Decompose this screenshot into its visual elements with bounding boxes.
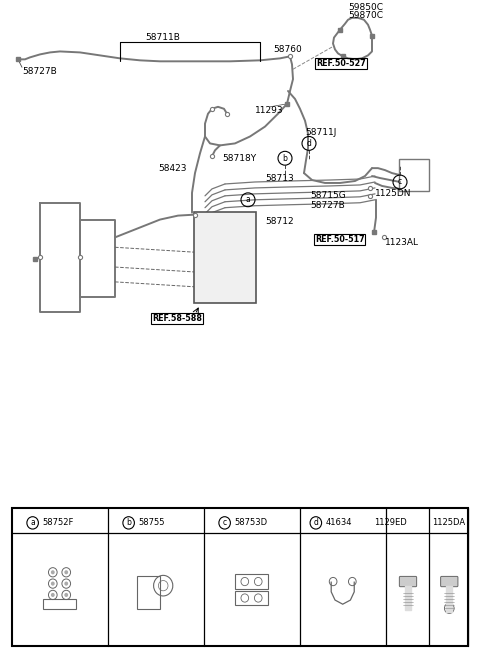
Text: 1123AL: 1123AL xyxy=(385,238,419,247)
Text: 58711J: 58711J xyxy=(305,128,336,137)
Text: REF.50-517: REF.50-517 xyxy=(315,235,365,244)
Text: 1125DN: 1125DN xyxy=(375,189,411,198)
Text: b: b xyxy=(283,154,288,162)
Text: 41634: 41634 xyxy=(325,518,352,527)
Text: REF.50-527: REF.50-527 xyxy=(316,59,366,68)
Text: 58711B: 58711B xyxy=(145,33,180,42)
Text: 1125DA: 1125DA xyxy=(432,518,465,527)
Circle shape xyxy=(51,582,55,586)
Circle shape xyxy=(51,593,55,597)
Text: d: d xyxy=(307,139,312,148)
Text: 58713: 58713 xyxy=(265,174,294,183)
Text: 58718Y: 58718Y xyxy=(222,154,256,162)
Text: 58715G: 58715G xyxy=(310,191,346,200)
Text: 1129ED: 1129ED xyxy=(374,518,407,527)
Text: 11293: 11293 xyxy=(255,106,284,115)
Text: 58752F: 58752F xyxy=(42,518,73,527)
FancyBboxPatch shape xyxy=(194,212,256,303)
Circle shape xyxy=(51,571,55,574)
Text: 58712: 58712 xyxy=(265,217,294,226)
Text: c: c xyxy=(223,518,227,527)
Text: b: b xyxy=(126,518,131,527)
Circle shape xyxy=(64,582,68,586)
Text: REF.58-588: REF.58-588 xyxy=(152,314,202,323)
FancyBboxPatch shape xyxy=(441,576,458,587)
Text: 58727B: 58727B xyxy=(22,67,57,76)
Text: 58423: 58423 xyxy=(158,164,187,173)
Text: a: a xyxy=(30,518,35,527)
Text: a: a xyxy=(246,195,251,204)
Text: d: d xyxy=(313,518,318,527)
Text: 58753D: 58753D xyxy=(234,518,267,527)
Text: 58727B: 58727B xyxy=(310,201,345,210)
Circle shape xyxy=(64,593,68,597)
FancyBboxPatch shape xyxy=(399,576,417,587)
Text: 59850C: 59850C xyxy=(348,3,383,12)
Text: 59870C: 59870C xyxy=(348,11,383,20)
Text: 58760: 58760 xyxy=(273,45,302,54)
Circle shape xyxy=(64,571,68,574)
Text: 58755: 58755 xyxy=(138,518,165,527)
Text: c: c xyxy=(398,178,402,187)
